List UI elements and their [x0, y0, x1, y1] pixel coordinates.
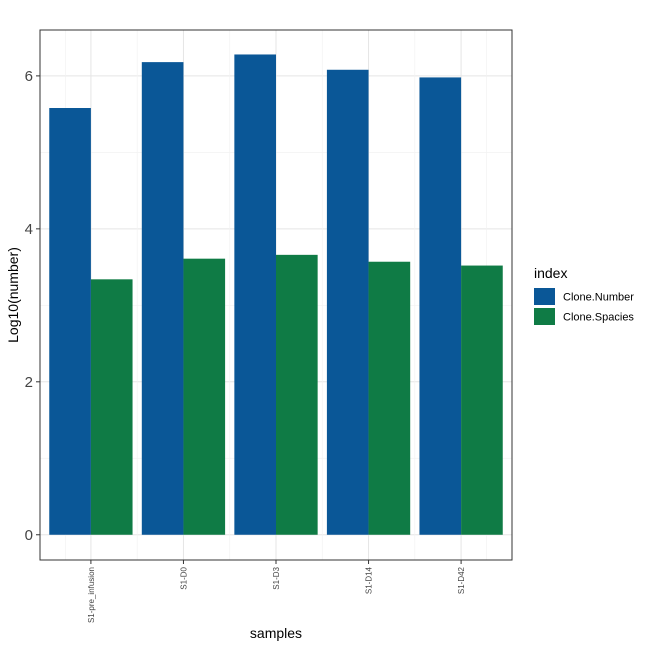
bar-clone-number-s1-d0	[141, 62, 184, 535]
x-tick-label: S1-D0	[179, 566, 188, 589]
y-axis: 0 2 4 6	[25, 68, 40, 544]
x-tick-label: S1-pre_infusion	[87, 567, 96, 623]
legend-label: Clone.Number	[563, 292, 634, 304]
y-tick-label: 6	[25, 68, 33, 85]
y-tick-label: 4	[25, 221, 33, 238]
bar-clone-spacies-s1-d42	[461, 265, 503, 535]
x-tick-label: S1-D42	[457, 566, 466, 594]
bar-clone-number-s1-d42	[419, 77, 462, 535]
bar-clone-number-s1-pre_infusion	[49, 108, 91, 535]
legend-title: index	[534, 265, 567, 281]
bar-clone-spacies-s1-d0	[183, 258, 226, 535]
bar-clone-spacies-s1-pre_infusion	[90, 279, 133, 535]
bar-clone-number-s1-d3	[234, 54, 276, 535]
bars	[49, 54, 503, 535]
legend: index Clone.Number Clone.Spacies	[534, 265, 634, 325]
x-axis: S1-pre_infusion S1-D0 S1-D3 S1-D14 S1-D42	[87, 560, 466, 623]
x-tick-label: S1-D3	[272, 566, 281, 589]
legend-key-clone-number	[534, 288, 555, 305]
y-tick-label: 2	[25, 374, 33, 391]
bar-clone-spacies-s1-d3	[276, 254, 318, 535]
y-tick-label: 0	[25, 527, 33, 544]
y-axis-title: Log10(number)	[5, 247, 21, 343]
x-axis-title: samples	[250, 625, 302, 641]
legend-key-clone-spacies	[534, 308, 555, 325]
bar-clone-number-s1-d14	[326, 69, 369, 535]
bar-clone-spacies-s1-d14	[368, 261, 411, 535]
x-tick-label: S1-D14	[365, 566, 374, 594]
legend-label: Clone.Spacies	[563, 312, 634, 324]
